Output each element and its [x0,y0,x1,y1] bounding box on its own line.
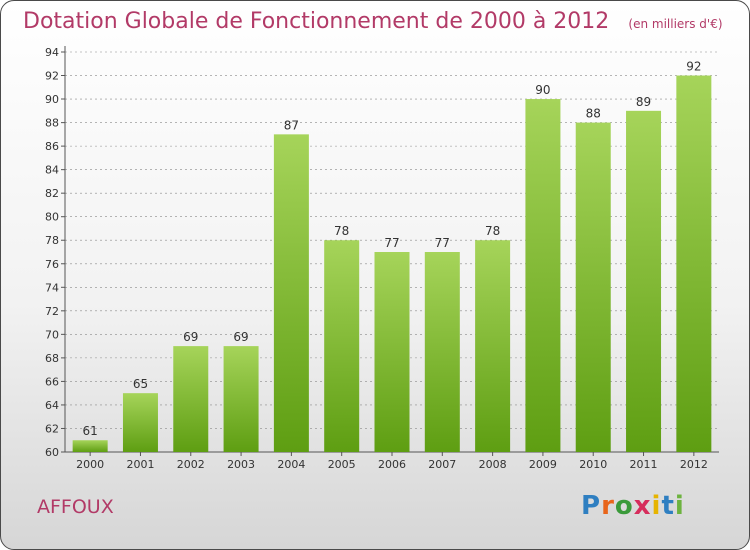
bar [173,346,209,452]
y-tick-label: 66 [45,375,59,388]
chart-title-main: Dotation Globale de Fonctionnement de 20… [23,9,610,34]
y-tick-label: 84 [45,164,59,177]
bar-value-label: 77 [435,236,450,250]
x-tick-label: 2011 [630,458,658,471]
x-tick-label: 2009 [529,458,557,471]
y-tick-label: 72 [45,305,59,318]
logo-letter: t [661,491,675,521]
logo-letter: P [581,491,602,521]
x-tick-label: 2000 [76,458,104,471]
y-tick-label: 80 [45,211,59,224]
bar-value-label: 61 [83,424,98,438]
x-tick-label: 2012 [680,458,708,471]
logo-letter: i [674,491,685,521]
commune-name: AFFOUX [37,496,114,518]
bar-value-label: 78 [485,224,500,238]
x-tick-label: 2003 [227,458,255,471]
x-tick-label: 2006 [378,458,406,471]
y-tick-label: 60 [45,446,59,459]
y-tick-label: 86 [45,140,59,153]
logo-letter: r [601,491,615,521]
y-tick-label: 92 [45,70,59,83]
bar-value-label: 69 [233,330,248,344]
bar-value-label: 69 [183,330,198,344]
bar-value-label: 88 [586,107,601,121]
bar [626,110,662,452]
bar-value-label: 90 [535,83,550,97]
bar [324,240,360,452]
bar [475,240,511,452]
bar-value-label: 65 [133,377,148,391]
x-tick-label: 2007 [428,458,456,471]
bar-value-label: 89 [636,95,651,109]
x-tick-label: 2008 [479,458,507,471]
y-tick-label: 70 [45,328,59,341]
x-tick-label: 2010 [579,458,607,471]
bar [676,75,712,452]
bar-value-label: 78 [334,224,349,238]
bar [122,393,158,452]
proxiti-logo[interactable]: Proxiti [581,491,685,521]
y-tick-label: 94 [45,46,59,59]
y-tick-label: 76 [45,258,59,271]
y-tick-label: 78 [45,234,59,247]
bar [72,440,108,452]
x-tick-label: 2004 [277,458,305,471]
y-tick-label: 68 [45,352,59,365]
logo-letter: o [614,491,634,521]
logo-letter: i [651,491,662,521]
bar [374,252,410,452]
y-tick-label: 88 [45,117,59,130]
chart-title: Dotation Globale de Fonctionnement de 20… [23,9,723,34]
x-tick-label: 2002 [177,458,205,471]
y-tick-label: 90 [45,93,59,106]
bar [424,252,460,452]
bar [273,134,309,452]
chart-title-unit: (en milliers d'€) [628,17,723,31]
y-tick-label: 64 [45,399,59,412]
x-tick-label: 2001 [126,458,154,471]
bar-value-label: 77 [384,236,399,250]
y-tick-label: 74 [45,281,59,294]
bar [223,346,259,452]
logo-letter: x [633,491,652,521]
bar-value-label: 92 [686,60,701,74]
bar [525,99,561,452]
y-tick-label: 82 [45,187,59,200]
y-tick-label: 62 [45,422,59,435]
bar [575,122,611,453]
bar-value-label: 87 [284,118,299,132]
x-tick-label: 2005 [328,458,356,471]
